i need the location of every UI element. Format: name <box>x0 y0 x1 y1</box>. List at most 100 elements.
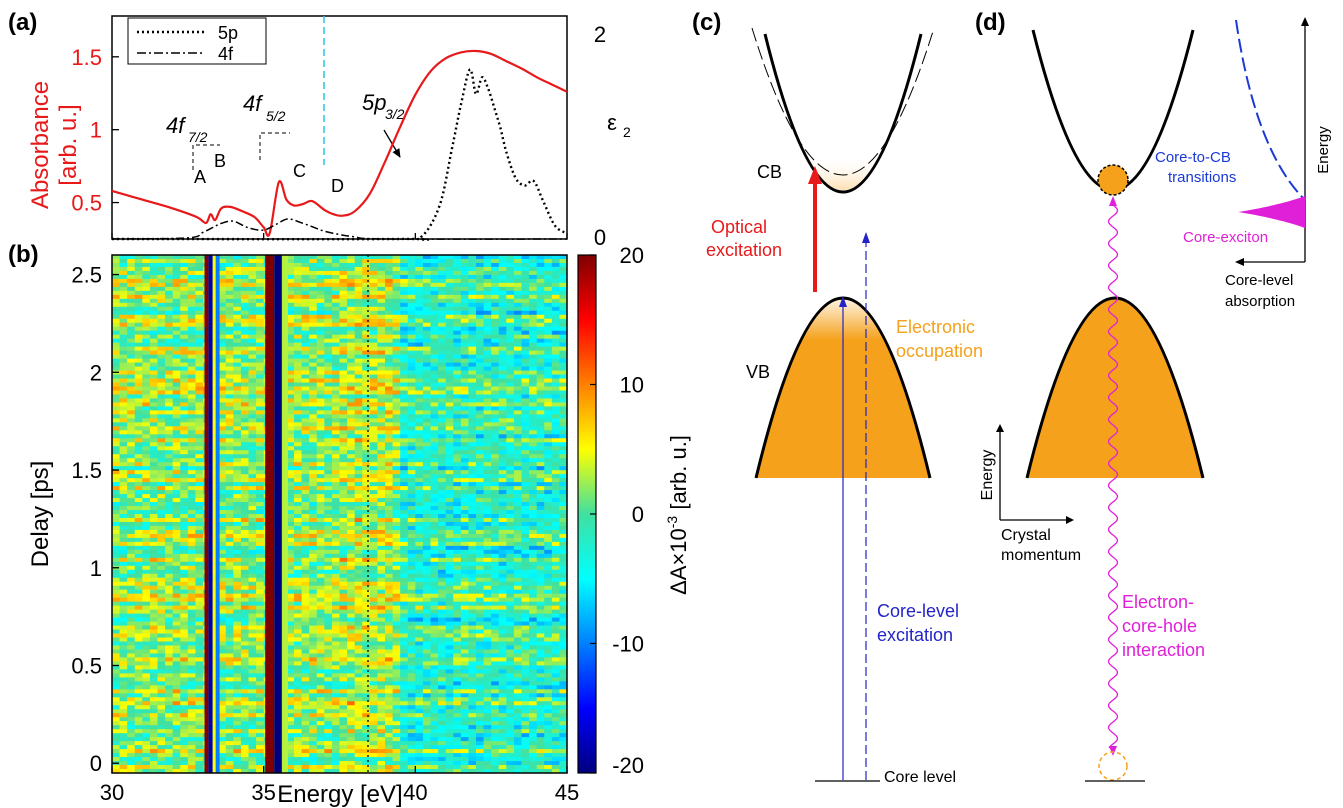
heatmap-cell <box>339 322 348 328</box>
heatmap-cell <box>400 494 409 499</box>
heatmap-cell <box>142 514 151 519</box>
heatmap-cell <box>256 533 265 539</box>
heatmap-cell <box>149 426 159 431</box>
heatmap-cell <box>165 458 174 463</box>
heatmap-cell <box>324 394 333 400</box>
heatmap-cell <box>407 298 416 304</box>
heatmap-cell <box>529 294 538 300</box>
heatmap-cell <box>157 426 166 431</box>
heatmap-cell <box>513 573 523 579</box>
heatmap-cell <box>240 290 250 296</box>
heatmap-cell <box>506 478 515 483</box>
heatmap-cell <box>286 414 295 419</box>
heatmap-cell <box>187 386 197 392</box>
heatmap-cell <box>324 490 333 495</box>
heatmap-cell <box>119 565 128 571</box>
heatmap-cell <box>498 525 507 531</box>
heatmap-cell <box>430 442 439 447</box>
heatmap-cell <box>551 422 561 427</box>
heatmap-cell <box>407 450 416 455</box>
heatmap-cell <box>233 338 242 344</box>
heatmap-cell <box>362 266 371 272</box>
heatmap-cell <box>483 366 492 372</box>
heatmap-cell <box>445 306 454 312</box>
heatmap-cell <box>324 565 333 571</box>
heatmap-cell <box>225 318 234 324</box>
heatmap-cell <box>460 450 470 455</box>
heatmap-cell <box>362 510 371 515</box>
heatmap-cell <box>559 569 567 575</box>
heatmap-cell <box>172 274 181 280</box>
heatmap-cell <box>513 553 523 559</box>
heatmap-cell <box>559 446 567 451</box>
heatmap-cell <box>498 306 507 312</box>
heatmap-cell <box>415 549 424 555</box>
heatmap-cell <box>134 557 143 563</box>
heatmap-cell <box>521 573 530 579</box>
heatmap-cell <box>551 573 561 579</box>
heatmap-cell <box>551 498 561 503</box>
heatmap-cell <box>453 450 462 455</box>
heatmap-cell <box>309 270 318 276</box>
heatmap-cell <box>460 354 470 360</box>
heatmap-cell <box>331 378 341 384</box>
heatmap-cell <box>483 517 492 523</box>
heatmap-cell <box>127 577 136 583</box>
heatmap-cell <box>218 426 227 431</box>
heatmap-cell <box>309 386 318 392</box>
heatmap-cell <box>400 374 409 380</box>
heatmap-cell <box>233 326 242 332</box>
heatmap-cell <box>362 517 371 523</box>
heatmap-cell <box>362 545 371 551</box>
heatmap-cell <box>294 358 303 364</box>
heatmap-cell <box>385 529 394 535</box>
heatmap-cell <box>544 358 553 364</box>
delay-ylabel: Delay [ps] <box>27 461 54 568</box>
heatmap-cell <box>195 577 204 583</box>
heatmap-cell <box>294 434 303 439</box>
heatmap-cell <box>354 298 363 304</box>
heatmap-cell <box>149 378 159 384</box>
heatmap-cell <box>316 529 325 535</box>
heatmap-cell <box>415 533 424 539</box>
heatmap-cell <box>347 354 356 360</box>
heatmap-cell <box>536 450 545 455</box>
heatmap-cell <box>331 557 341 563</box>
heatmap-cell <box>415 406 424 411</box>
heatmap-cell <box>422 426 432 431</box>
heatmap-cell <box>551 418 561 423</box>
heatmap-cell <box>513 498 523 503</box>
heatmap-cell <box>362 553 371 559</box>
heatmap-cell <box>195 466 204 471</box>
heatmap-cell <box>453 422 462 427</box>
heatmap-cell <box>385 454 394 459</box>
heatmap-cell <box>445 569 454 575</box>
heatmap-cell <box>225 326 234 332</box>
heatmap-cell <box>491 422 500 427</box>
heatmap-cell <box>324 494 333 499</box>
heatmap-cell <box>513 350 523 356</box>
heatmap-cell <box>240 330 250 336</box>
heatmap-cell <box>157 557 166 563</box>
heatmap-cell <box>498 462 507 467</box>
heatmap-cell <box>498 450 507 455</box>
heatmap-cell <box>309 478 318 483</box>
heatmap-cell <box>233 466 242 471</box>
heatmap-cell <box>498 430 507 435</box>
heatmap-cell <box>309 545 318 551</box>
heatmap-cell <box>309 514 318 519</box>
a-ytick-label: 1 <box>90 118 102 143</box>
heatmap-cell <box>134 521 143 527</box>
heatmap-cell <box>362 514 371 519</box>
heatmap-cell <box>225 366 234 372</box>
heatmap-cell <box>438 478 447 483</box>
heatmap-cell <box>324 474 333 479</box>
heatmap-cell <box>195 302 204 308</box>
heatmap-cell <box>468 302 477 308</box>
heatmap-cell <box>415 537 424 543</box>
heatmap-cell <box>149 478 159 483</box>
heatmap-cell <box>112 446 121 451</box>
heatmap-cell <box>331 382 341 388</box>
heatmap-cell <box>316 314 325 320</box>
heatmap-cell <box>521 390 530 396</box>
